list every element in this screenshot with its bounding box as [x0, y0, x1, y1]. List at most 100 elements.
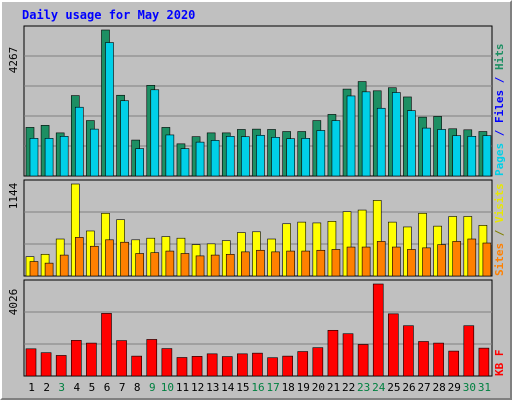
day-label: 21 [327, 381, 340, 394]
legend-visits: Visits [493, 183, 506, 223]
day-label: 3 [58, 381, 65, 394]
day-label: 2 [43, 381, 50, 394]
day-label: 30 [463, 381, 476, 394]
day-label: 8 [134, 381, 141, 394]
kb-bar [282, 355, 293, 377]
files-bar [44, 138, 54, 177]
hits-ymax-label: 4267 [7, 47, 20, 74]
kb-bar [418, 341, 429, 377]
kb-bar [40, 352, 52, 377]
sites-bar [301, 250, 311, 277]
files-bar [392, 92, 401, 177]
files-bar [331, 120, 341, 177]
sites-bar [165, 250, 175, 277]
sites-bar [271, 251, 280, 277]
legend-files: Files [493, 90, 506, 123]
legend-sep-2: / [493, 76, 506, 83]
files-bar [180, 148, 190, 177]
files-bar [256, 134, 265, 177]
kb-bar [101, 313, 112, 377]
sites-bar [180, 253, 190, 277]
kb-bar [478, 347, 490, 377]
sites-bar [241, 251, 250, 277]
day-label: 14 [221, 381, 235, 394]
files-bar [59, 136, 69, 177]
x-axis-day-labels: 1 2 3 4 5 6 7 8 9 10 11 12 13 14 15 16 17 18 19 20 21 22 23 24 2… [28, 381, 491, 394]
sites-bar [90, 245, 99, 277]
sites-bar [225, 253, 235, 277]
day-label: 15 [236, 381, 249, 394]
files-bar [376, 107, 386, 177]
files-bar [90, 128, 99, 177]
files-bar [467, 136, 477, 177]
sites-bar [331, 249, 341, 277]
day-label: 16 [251, 381, 264, 394]
files-bar [195, 141, 205, 177]
top-legend: Pages / Files / Hits [493, 44, 506, 177]
kb-bar [357, 344, 369, 377]
visits-ymax-label: 1144 [7, 182, 20, 209]
files-bar [74, 106, 84, 177]
legend-sep-1: / [493, 129, 506, 136]
day-label: 28 [433, 381, 446, 394]
files-bar [361, 91, 371, 177]
files-bar [407, 110, 416, 177]
kb-bar [448, 350, 460, 377]
kb-bar [297, 351, 309, 377]
kb-bar [176, 357, 188, 377]
legend-hits: Hits [493, 44, 506, 71]
legend-kb: KB F [493, 350, 506, 377]
kb-bar [388, 313, 399, 377]
sites-bar [150, 252, 160, 277]
day-label: 7 [119, 381, 126, 394]
day-label: 10 [161, 381, 174, 394]
sites-bar [286, 250, 295, 277]
day-label: 29 [448, 381, 461, 394]
files-bar [135, 148, 144, 177]
sites-bar [210, 254, 220, 277]
day-label: 31 [478, 381, 491, 394]
sites-bar [392, 246, 401, 277]
files-bar [241, 136, 250, 177]
legend-sites: Sites [493, 243, 506, 276]
bottom-legend: KB F [493, 350, 506, 377]
sites-bar [105, 239, 114, 277]
day-label: 12 [191, 381, 204, 394]
files-bar [105, 42, 114, 177]
day-label: 18 [282, 381, 295, 394]
kb-ymax-label: 4026 [7, 289, 20, 316]
sites-bar [195, 255, 205, 277]
sites-bar [452, 241, 462, 277]
legend-pages: Pages [493, 143, 506, 176]
day-label: 25 [387, 381, 400, 394]
day-label: 19 [297, 381, 310, 394]
kb-bar [237, 353, 248, 377]
day-label: 4 [74, 381, 81, 394]
day-label: 17 [266, 381, 279, 394]
day-label: 24 [372, 381, 386, 394]
sites-bar [361, 246, 371, 277]
kb-bar [206, 353, 218, 377]
files-bar [316, 130, 326, 177]
sites-bar [407, 249, 416, 277]
day-label: 13 [206, 381, 219, 394]
sites-bar [422, 247, 431, 277]
sites-bar [376, 241, 386, 277]
files-bar [225, 136, 235, 177]
kb-bar [70, 340, 82, 377]
kb-bar [146, 339, 158, 377]
files-bar [346, 95, 356, 177]
kb-bar [131, 355, 142, 377]
day-label: 23 [357, 381, 370, 394]
files-bar [301, 138, 311, 177]
files-bar [452, 135, 462, 177]
sites-bar [482, 242, 492, 277]
kb-bar [342, 333, 354, 377]
day-label: 6 [104, 381, 111, 394]
files-bar [29, 138, 39, 177]
kb-bar [116, 340, 127, 377]
sites-bar [256, 249, 265, 277]
files-bar [210, 140, 220, 177]
kb-bar [403, 325, 414, 377]
